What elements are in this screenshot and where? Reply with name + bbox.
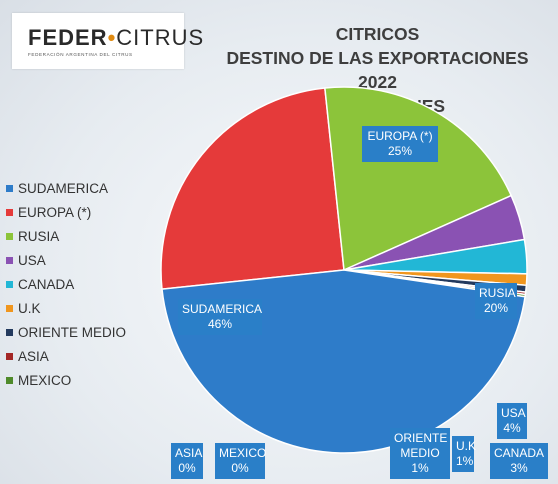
legend: SUDAMERICA EUROPA (*) RUSIA USA CANADA U.K ORI… [6,176,126,393]
data-label-mexico: MEXICO 0% [215,443,267,479]
legend-item-sudamerica: SUDAMERICA [6,176,126,200]
legend-item-canada: CANADA [6,272,126,296]
federcitrus-logo: FEDER•CITRUS FEDERACIÓN ARGENTINA DEL CI… [12,13,203,69]
legend-item-asia: ASIA [6,345,126,369]
data-label-sudamerica: SUDAMERICA 46% [178,299,262,335]
data-label-value: 1% [456,454,474,468]
legend-label: MEXICO [18,373,72,389]
legend-swatch [6,256,13,264]
logo-name-right: CITRUS [116,25,205,50]
legend-item-oriente-medio: ORIENTE MEDIO [6,321,126,345]
legend-swatch [6,329,13,337]
legend-item-europa: EUROPA (*) [6,200,126,224]
legend-item-u-k: U.K [6,296,126,320]
legend-swatch [6,377,13,385]
legend-swatch [6,305,13,313]
data-label-name: CANADA [494,446,545,460]
logo-name-left: FEDER [28,25,108,50]
data-label-name: SUDAMERICA [182,302,263,316]
legend-label: SUDAMERICA [18,180,109,196]
data-label-asia: ASIA 0% [171,443,203,479]
data-label-name: U.K [456,439,477,453]
data-label-name: MEXICO [219,446,267,460]
data-label-canada: CANADA 3% [490,443,548,479]
data-label-rusia: RUSIA 20% [475,283,517,319]
legend-label: ASIA [18,349,49,365]
data-label-value: 3% [510,461,528,475]
data-label-name: RUSIA [479,286,516,300]
data-label-value: 0% [178,461,196,475]
legend-swatch [6,353,13,361]
legend-swatch [6,280,13,288]
data-label-value: 20% [483,301,509,315]
data-label-europa: EUROPA (*) 25% [362,126,438,162]
data-label-value: 4% [503,421,521,435]
data-label-u-k: U.K 1% [452,436,477,472]
data-label-value: 25% [387,144,413,158]
legend-label: USA [18,252,46,268]
data-label-value: 0% [231,461,249,475]
logo-subtitle: FEDERACIÓN ARGENTINA DEL CITRUS [28,52,133,57]
pie-slice-europa [160,87,345,290]
data-label-value: 46% [207,317,233,331]
data-label-name: ASIA [175,446,203,460]
legend-label: U.K [18,301,41,317]
legend-item-usa: USA [6,248,126,272]
data-label-name: USA [501,406,526,420]
pie-slice-sudamerica [161,269,526,454]
legend-label: EUROPA (*) [18,204,92,220]
data-label-usa: USA 4% [497,403,527,439]
legend-swatch [6,208,13,216]
legend-label: CANADA [18,276,75,292]
legend-swatch [6,184,13,192]
legend-label: ORIENTE MEDIO [18,325,127,341]
legend-item-mexico: MEXICO [6,369,126,393]
data-label-name: ORIENTE MEDIO [394,431,448,460]
legend-label: RUSIA [18,228,60,244]
chart-title-line-1: CITRICOS [335,24,420,44]
legend-item-rusia: RUSIA [6,224,126,248]
data-label-name: EUROPA (*) [367,129,433,143]
data-label-value: 1% [411,461,429,475]
legend-swatch [6,232,13,240]
data-label-oriente-medio: ORIENTE MEDIO 1% [390,428,450,479]
chart-title-line-2: DESTINO DE LAS EXPORTACIONES 2022 [226,48,529,92]
